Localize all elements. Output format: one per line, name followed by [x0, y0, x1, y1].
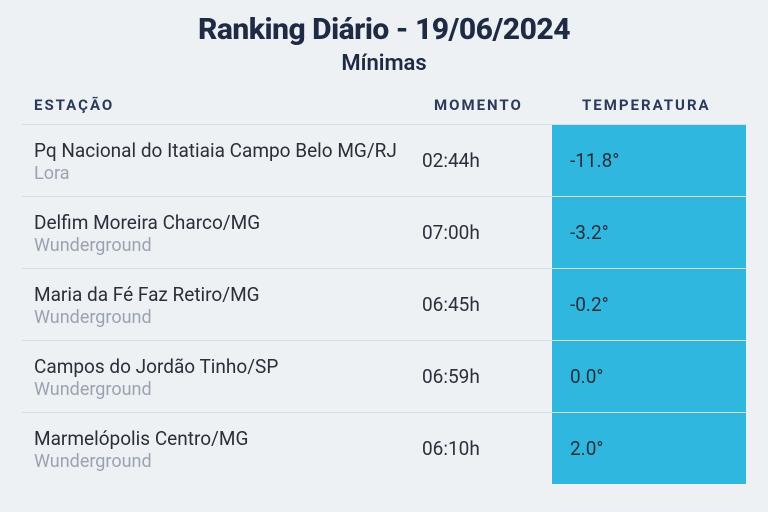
- cell-temperature: -3.2°: [552, 197, 746, 268]
- col-header-moment: MOMENTO: [434, 96, 564, 114]
- cell-temperature: -11.8°: [552, 125, 746, 196]
- cell-moment: 07:00h: [422, 197, 552, 268]
- table-row: Maria da Fé Faz Retiro/MG Wunderground 0…: [22, 268, 746, 340]
- cell-temperature: 2.0°: [552, 413, 746, 484]
- station-source: Wunderground: [34, 307, 410, 328]
- cell-temperature: 0.0°: [552, 341, 746, 412]
- ranking-table: ESTAÇÃO MOMENTO TEMPERATURA Pq Nacional …: [22, 90, 746, 484]
- station-name: Maria da Fé Faz Retiro/MG: [34, 283, 410, 307]
- page-subtitle: Mínimas: [22, 51, 746, 76]
- station-source: Wunderground: [34, 235, 410, 256]
- col-header-temperature: TEMPERATURA: [564, 96, 734, 114]
- table-row: Marmelópolis Centro/MG Wunderground 06:1…: [22, 412, 746, 484]
- table-row: Delfim Moreira Charco/MG Wunderground 07…: [22, 196, 746, 268]
- cell-station: Pq Nacional do Itatiaia Campo Belo MG/RJ…: [22, 125, 422, 196]
- cell-moment: 06:10h: [422, 413, 552, 484]
- cell-moment: 06:45h: [422, 269, 552, 340]
- cell-moment: 06:59h: [422, 341, 552, 412]
- col-header-station: ESTAÇÃO: [34, 96, 434, 114]
- station-source: Wunderground: [34, 451, 410, 472]
- table-row: Campos do Jordão Tinho/SP Wunderground 0…: [22, 340, 746, 412]
- cell-station: Marmelópolis Centro/MG Wunderground: [22, 413, 422, 484]
- cell-temperature: -0.2°: [552, 269, 746, 340]
- cell-station: Maria da Fé Faz Retiro/MG Wunderground: [22, 269, 422, 340]
- station-name: Campos do Jordão Tinho/SP: [34, 355, 410, 379]
- station-name: Pq Nacional do Itatiaia Campo Belo MG/RJ: [34, 139, 410, 163]
- station-name: Marmelópolis Centro/MG: [34, 427, 410, 451]
- cell-station: Campos do Jordão Tinho/SP Wunderground: [22, 341, 422, 412]
- page-title: Ranking Diário - 19/06/2024: [22, 12, 746, 47]
- cell-station: Delfim Moreira Charco/MG Wunderground: [22, 197, 422, 268]
- cell-moment: 02:44h: [422, 125, 552, 196]
- table-row: Pq Nacional do Itatiaia Campo Belo MG/RJ…: [22, 124, 746, 196]
- table-header-row: ESTAÇÃO MOMENTO TEMPERATURA: [22, 90, 746, 124]
- station-source: Wunderground: [34, 379, 410, 400]
- ranking-panel: Ranking Diário - 19/06/2024 Mínimas ESTA…: [0, 0, 768, 484]
- station-name: Delfim Moreira Charco/MG: [34, 211, 410, 235]
- station-source: Lora: [34, 163, 410, 184]
